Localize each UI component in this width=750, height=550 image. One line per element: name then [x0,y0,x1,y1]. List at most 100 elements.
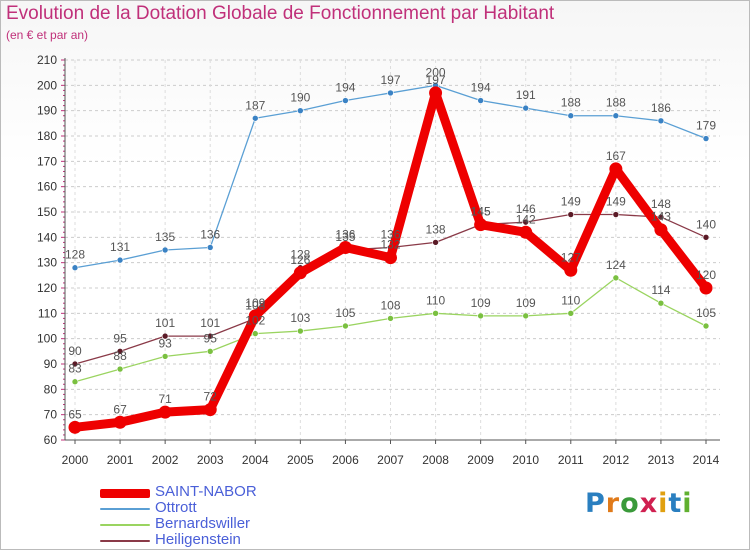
series-lines [68,82,713,434]
data-label: 149 [606,195,626,209]
data-label: 109 [471,296,491,310]
x-tick-label: 2013 [648,453,675,467]
data-point [203,403,217,417]
data-label: 65 [68,407,82,421]
x-tick-label: 2000 [62,453,89,467]
data-point [567,211,575,218]
y-tick-label: 120 [37,281,57,295]
data-label: 120 [696,268,716,282]
logo-letter: i [682,488,693,519]
data-point [612,211,620,218]
data-label: 88 [113,349,127,363]
legend-label: SAINT-NABOR [155,483,257,500]
data-point [71,378,79,386]
data-label: 101 [200,316,220,330]
data-point [564,263,578,277]
data-point [387,89,394,97]
legend-label: Bernardswiller [155,515,251,532]
data-label: 142 [516,212,536,226]
logo-letter: r [605,488,621,519]
data-label: 108 [380,298,400,312]
data-label: 109 [516,296,536,310]
x-tick-label: 2010 [512,453,539,467]
data-point [429,86,443,100]
data-label: 109 [245,296,265,310]
data-label: 83 [68,362,82,376]
data-point [522,104,530,112]
data-point [71,360,79,368]
data-point [699,281,713,295]
data-label: 197 [380,73,400,87]
data-point [702,322,710,330]
y-tick-label: 200 [37,78,57,92]
legend-swatch [100,524,150,526]
y-tick-label: 90 [44,357,58,371]
x-tick-label: 2012 [603,453,630,467]
data-label: 131 [110,240,130,254]
data-point [384,251,397,265]
data-point [519,225,533,239]
data-point [161,332,169,340]
data-label: 95 [113,331,127,345]
x-tick-label: 2003 [197,453,224,467]
data-point [297,107,304,114]
data-label: 135 [155,230,175,244]
data-label: 194 [335,81,355,95]
y-tick-label: 110 [38,306,57,320]
x-tick-label: 2009 [467,453,494,467]
data-point [477,97,484,104]
data-point [116,348,124,355]
x-tick-label: 2006 [332,453,359,467]
data-point [702,135,710,142]
data-label: 95 [204,331,218,345]
proxiti-logo: Proxiti [585,488,693,519]
data-point [161,246,169,254]
data-point [251,330,259,337]
data-label: 132 [380,238,400,252]
x-axis: 2000 2001 2002 2003 2004 2005 2006 2007 2008 2009… [62,439,720,467]
data-label: 188 [606,96,626,110]
legend-swatch [100,489,150,498]
data-label: 186 [651,101,671,115]
data-label: 108 [245,298,265,312]
data-label: 167 [606,149,626,163]
y-tick-label: 170 [37,154,57,168]
data-point [654,223,668,237]
data-label: 200 [426,65,446,79]
y-tick-label: 160 [37,180,57,194]
data-label: 190 [290,91,310,105]
data-point [387,315,394,322]
data-point [68,420,82,434]
logo-letter: o [620,488,640,519]
legend-label: Heiligenstein [155,531,241,548]
y-tick-label: 150 [37,205,57,219]
grid [65,59,720,441]
data-point [161,353,169,360]
data-label: 135 [335,230,355,244]
data-label: 149 [561,195,581,209]
data-label: 71 [158,392,172,406]
data-point [297,327,304,335]
series-ottrott [71,82,710,272]
data-label: 103 [290,311,310,325]
data-point [657,299,665,307]
data-label: 127 [561,250,581,264]
legend-swatch [100,540,150,542]
x-tick-label: 2005 [287,453,314,467]
data-point [116,365,124,373]
data-point [338,240,352,254]
data-label: 191 [516,88,536,102]
data-label: 67 [113,402,127,416]
legend-label: Ottrott [155,499,197,516]
logo-letter: i [658,488,669,519]
data-point [206,332,214,340]
data-label: 128 [65,248,85,262]
logo-letter: x [639,488,659,519]
x-tick-label: 2004 [242,453,269,467]
y-axis: 60 70 80 90 100 110 120 130 140 150 160 170 180 190 20… [37,53,66,447]
y-tick-label: 190 [37,104,57,118]
series-saint-nabor [68,86,713,434]
data-label: 105 [335,306,355,320]
data-point [293,266,307,280]
